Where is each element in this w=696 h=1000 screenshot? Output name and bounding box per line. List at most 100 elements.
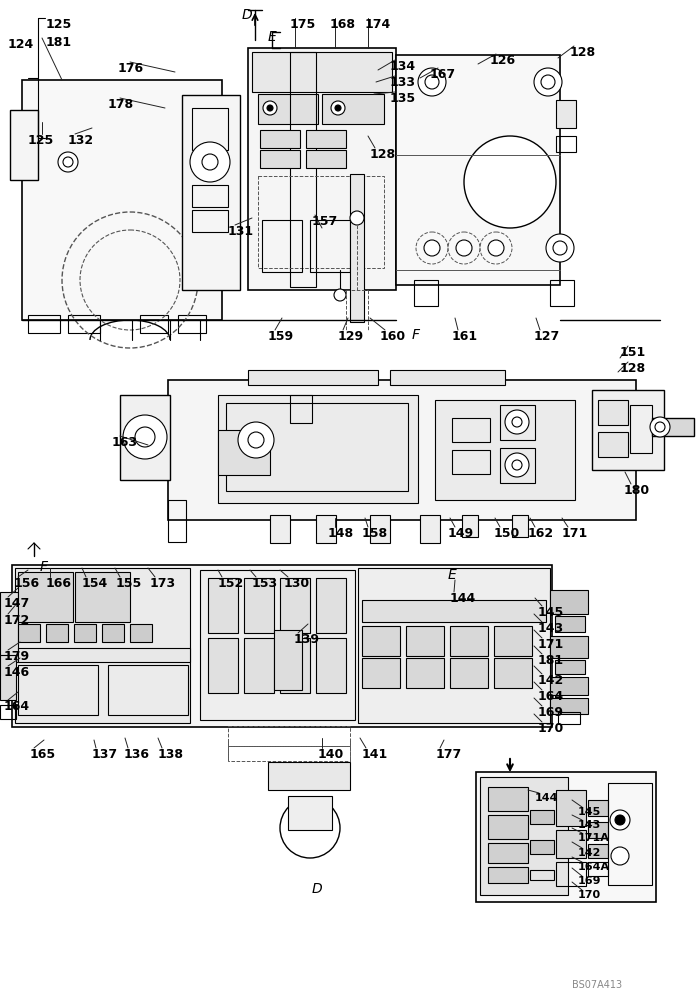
Bar — [75, 572, 130, 622]
Text: D: D — [312, 882, 323, 896]
Bar — [178, 315, 206, 333]
Bar — [244, 578, 274, 633]
Text: 141: 141 — [362, 748, 388, 761]
Text: 180: 180 — [624, 484, 650, 497]
Circle shape — [334, 289, 346, 301]
Text: 174: 174 — [365, 18, 391, 31]
Circle shape — [456, 240, 472, 256]
Bar — [192, 185, 228, 207]
Bar — [274, 630, 302, 690]
Bar — [18, 572, 73, 622]
Circle shape — [546, 234, 574, 262]
Bar — [598, 400, 628, 425]
Text: 156: 156 — [14, 577, 40, 590]
Text: 171: 171 — [562, 527, 588, 540]
Bar — [306, 130, 346, 148]
Circle shape — [58, 152, 78, 172]
Text: 167: 167 — [430, 68, 456, 81]
Text: F: F — [412, 328, 420, 342]
Bar — [406, 658, 444, 688]
Text: 133: 133 — [390, 76, 416, 89]
Bar — [260, 130, 300, 148]
Bar — [608, 783, 652, 885]
Text: 176: 176 — [118, 62, 144, 75]
Bar — [588, 822, 608, 838]
Bar — [200, 570, 355, 720]
Bar — [108, 665, 188, 715]
Text: 164A: 164A — [578, 862, 610, 872]
Bar — [512, 515, 528, 537]
Text: 126: 126 — [490, 54, 516, 67]
Circle shape — [267, 105, 273, 111]
Text: 169: 169 — [578, 876, 601, 886]
Bar — [362, 626, 400, 656]
Bar — [120, 395, 170, 480]
Text: 163: 163 — [112, 436, 138, 449]
Bar — [556, 136, 576, 152]
Bar — [450, 626, 488, 656]
Bar — [316, 638, 346, 693]
Text: 179: 179 — [4, 650, 30, 663]
Bar — [192, 108, 228, 150]
Bar — [556, 830, 586, 858]
Text: 164: 164 — [4, 700, 30, 713]
Bar — [218, 430, 270, 475]
Bar — [290, 52, 316, 287]
Text: 125: 125 — [46, 18, 72, 31]
Text: 175: 175 — [290, 18, 316, 31]
Text: 155: 155 — [116, 577, 142, 590]
Text: BS07A413: BS07A413 — [572, 980, 622, 990]
Bar — [396, 55, 560, 285]
Text: 165: 165 — [30, 748, 56, 761]
Text: 162: 162 — [528, 527, 554, 540]
Circle shape — [335, 105, 341, 111]
Circle shape — [610, 810, 630, 830]
Bar — [550, 677, 588, 695]
Text: 134: 134 — [390, 60, 416, 73]
Bar — [18, 665, 98, 715]
Circle shape — [418, 68, 446, 96]
Bar — [248, 48, 396, 290]
Bar — [18, 648, 190, 662]
Bar — [252, 52, 392, 92]
Bar — [228, 746, 350, 761]
Bar — [258, 94, 318, 124]
Text: 145: 145 — [578, 807, 601, 817]
Text: E: E — [268, 30, 277, 44]
Circle shape — [505, 410, 529, 434]
Bar — [488, 815, 528, 839]
Text: 128: 128 — [370, 148, 396, 161]
Text: 137: 137 — [92, 748, 118, 761]
Text: 171A: 171A — [578, 833, 610, 843]
Bar — [452, 450, 490, 474]
Bar — [12, 565, 552, 727]
Bar — [310, 220, 350, 272]
Bar — [350, 174, 364, 322]
Bar — [550, 636, 588, 658]
Bar — [18, 624, 40, 642]
Bar — [550, 280, 574, 306]
Circle shape — [123, 415, 167, 459]
Bar — [588, 862, 608, 876]
Text: 132: 132 — [68, 134, 94, 147]
Text: 173: 173 — [150, 577, 176, 590]
Text: 136: 136 — [124, 748, 150, 761]
Bar — [306, 150, 346, 168]
Circle shape — [350, 211, 364, 225]
Bar — [130, 624, 152, 642]
Bar — [462, 515, 478, 537]
Bar — [280, 638, 310, 693]
Bar — [488, 843, 528, 863]
Text: 170: 170 — [578, 890, 601, 900]
Text: 131: 131 — [228, 225, 254, 238]
Text: F: F — [40, 560, 48, 574]
Bar — [358, 568, 550, 723]
Bar — [480, 777, 568, 895]
Text: 164: 164 — [538, 690, 564, 703]
Bar — [476, 772, 656, 902]
Text: 128: 128 — [620, 362, 646, 375]
Text: 129: 129 — [338, 330, 364, 343]
Circle shape — [615, 815, 625, 825]
Bar — [488, 867, 528, 883]
Text: 135: 135 — [390, 92, 416, 105]
